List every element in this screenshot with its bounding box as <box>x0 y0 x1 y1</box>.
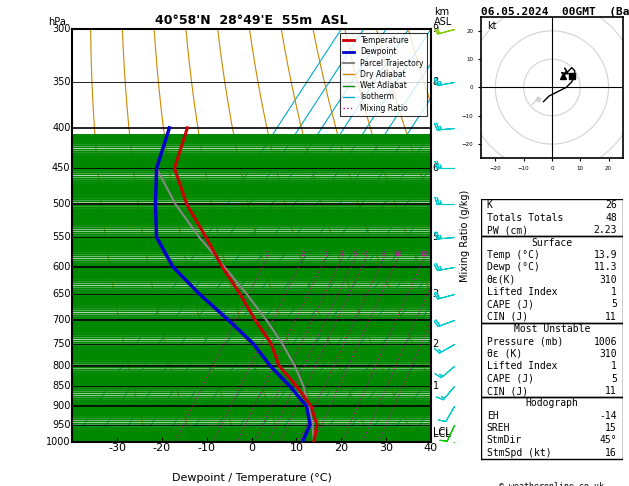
Text: 1006: 1006 <box>594 336 617 347</box>
Text: 4: 4 <box>340 251 344 257</box>
Text: -14: -14 <box>599 411 617 421</box>
Text: 6: 6 <box>364 251 368 257</box>
Text: 1000: 1000 <box>46 437 70 447</box>
Text: 40: 40 <box>424 444 438 453</box>
Text: 310: 310 <box>599 349 617 359</box>
Text: Hodograph: Hodograph <box>525 399 579 408</box>
Text: 8: 8 <box>433 77 439 87</box>
Text: Dewp (°C): Dewp (°C) <box>487 262 540 272</box>
Text: 6: 6 <box>433 163 439 174</box>
Text: 10: 10 <box>289 444 303 453</box>
Text: 600: 600 <box>52 262 70 272</box>
Text: 9: 9 <box>433 24 439 34</box>
Text: θε(K): θε(K) <box>487 275 516 285</box>
Text: 26: 26 <box>605 200 617 210</box>
Text: Surface: Surface <box>532 238 572 247</box>
Text: 750: 750 <box>52 339 70 348</box>
Text: 2: 2 <box>301 251 305 257</box>
Text: CIN (J): CIN (J) <box>487 312 528 322</box>
Text: 650: 650 <box>52 290 70 299</box>
Text: 45°: 45° <box>599 435 617 446</box>
Text: 11: 11 <box>605 386 617 396</box>
Text: 13.9: 13.9 <box>594 250 617 260</box>
Text: 1: 1 <box>611 361 617 371</box>
Text: Dewpoint / Temperature (°C): Dewpoint / Temperature (°C) <box>172 473 331 483</box>
Text: hPa: hPa <box>48 17 66 27</box>
Text: © weatheronline.co.uk: © weatheronline.co.uk <box>499 482 604 486</box>
Title: 40°58'N  28°49'E  55m  ASL: 40°58'N 28°49'E 55m ASL <box>155 14 348 27</box>
Text: 30: 30 <box>379 444 393 453</box>
Text: 11: 11 <box>605 312 617 322</box>
Text: 1: 1 <box>265 251 269 257</box>
Text: 0: 0 <box>248 444 255 453</box>
Text: 900: 900 <box>52 401 70 411</box>
Text: 48: 48 <box>605 213 617 223</box>
Text: 300: 300 <box>52 24 70 34</box>
Text: EH: EH <box>487 411 499 421</box>
Text: 5: 5 <box>433 232 439 242</box>
Text: 16: 16 <box>605 448 617 458</box>
Text: -20: -20 <box>153 444 171 453</box>
Text: LCL: LCL <box>433 429 450 438</box>
Text: 310: 310 <box>599 275 617 285</box>
Text: 3: 3 <box>323 251 328 257</box>
Text: 850: 850 <box>52 382 70 392</box>
Text: 950: 950 <box>52 419 70 430</box>
Text: Totals Totals: Totals Totals <box>487 213 563 223</box>
Text: -10: -10 <box>198 444 216 453</box>
Text: 8: 8 <box>381 251 386 257</box>
Text: 550: 550 <box>52 232 70 242</box>
Text: 3: 3 <box>433 290 439 299</box>
Text: 10: 10 <box>393 251 402 257</box>
Text: StmDir: StmDir <box>487 435 522 446</box>
Text: CIN (J): CIN (J) <box>487 386 528 396</box>
Text: θε (K): θε (K) <box>487 349 522 359</box>
Text: 500: 500 <box>52 199 70 209</box>
Text: 1: 1 <box>611 287 617 297</box>
Text: 450: 450 <box>52 163 70 174</box>
Text: 350: 350 <box>52 77 70 87</box>
Text: CAPE (J): CAPE (J) <box>487 374 534 383</box>
Text: 06.05.2024  00GMT  (Base: 18): 06.05.2024 00GMT (Base: 18) <box>481 7 629 17</box>
Text: 5: 5 <box>611 374 617 383</box>
Text: km
ASL: km ASL <box>434 7 452 27</box>
Text: LCL: LCL <box>433 427 450 437</box>
Text: Lifted Index: Lifted Index <box>487 361 557 371</box>
Text: Lifted Index: Lifted Index <box>487 287 557 297</box>
Text: Pressure (mb): Pressure (mb) <box>487 336 563 347</box>
Text: 20: 20 <box>334 444 348 453</box>
Text: 15: 15 <box>605 423 617 433</box>
Text: 5: 5 <box>611 299 617 310</box>
Text: 800: 800 <box>52 361 70 371</box>
Text: 5: 5 <box>353 251 357 257</box>
Text: 700: 700 <box>52 315 70 325</box>
Text: SREH: SREH <box>487 423 510 433</box>
Text: Mixing Ratio (g/kg): Mixing Ratio (g/kg) <box>460 190 470 282</box>
Text: StmSpd (kt): StmSpd (kt) <box>487 448 552 458</box>
Text: kt: kt <box>487 21 496 31</box>
Text: CAPE (J): CAPE (J) <box>487 299 534 310</box>
Text: 2.23: 2.23 <box>594 225 617 235</box>
Text: Temp (°C): Temp (°C) <box>487 250 540 260</box>
Text: 2: 2 <box>433 339 439 348</box>
Text: 1: 1 <box>433 382 439 392</box>
Text: K: K <box>487 200 493 210</box>
Text: 11.3: 11.3 <box>594 262 617 272</box>
Legend: Temperature, Dewpoint, Parcel Trajectory, Dry Adiabat, Wet Adiabat, Isotherm, Mi: Temperature, Dewpoint, Parcel Trajectory… <box>340 33 427 116</box>
Text: -30: -30 <box>108 444 126 453</box>
Text: 15: 15 <box>420 251 428 257</box>
Text: Most Unstable: Most Unstable <box>514 324 590 334</box>
Text: PW (cm): PW (cm) <box>487 225 528 235</box>
Text: 400: 400 <box>52 123 70 133</box>
